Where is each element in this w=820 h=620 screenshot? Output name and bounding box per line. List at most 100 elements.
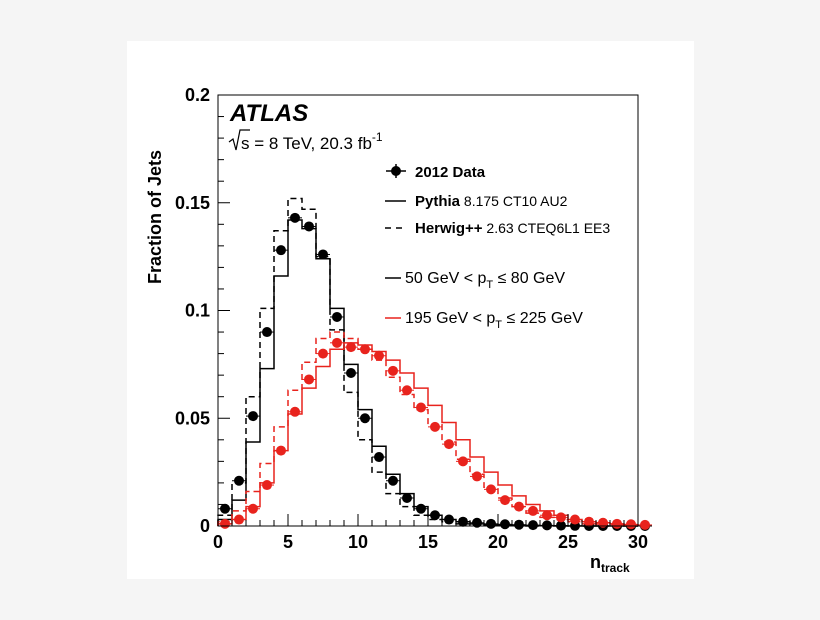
legend-label-data: 2012 Data [415, 164, 486, 181]
data-point [402, 492, 412, 503]
data-point [528, 520, 538, 531]
data-point [486, 518, 496, 529]
data-point [290, 212, 300, 223]
data-point [584, 516, 594, 527]
y-tick-label: 0.1 [185, 301, 210, 321]
legend-label-pythia: Pythia [415, 193, 461, 210]
data-point [262, 327, 272, 338]
data-point [360, 344, 370, 355]
data-point [598, 517, 608, 528]
data-point [332, 337, 342, 348]
x-tick-label: 10 [348, 532, 368, 552]
data-point [444, 514, 454, 525]
legend-label-herwig: Herwig++ [415, 220, 483, 237]
data-point [318, 348, 328, 359]
energy-text: = 8 TeV, 20.3 fb [250, 134, 372, 153]
data-point [234, 475, 244, 486]
data-point [304, 221, 314, 232]
data-point [234, 514, 244, 525]
data-point [220, 518, 230, 529]
data-point [514, 501, 524, 512]
ntrack-histogram: 0 5 10 15 20 25 30 0 0.05 0.1 0.15 0.2 Fraction of … [145, 85, 652, 575]
data-point [416, 402, 426, 413]
data-point [416, 503, 426, 514]
data-point [388, 475, 398, 486]
data-point [388, 365, 398, 376]
energy-symbol: s [241, 134, 250, 153]
data-point [542, 520, 552, 531]
data-point [542, 510, 552, 521]
axes-layer: 0 5 10 15 20 25 30 0 0.05 0.1 0.15 0.2 [175, 85, 648, 552]
legend-entry-pythia: Pythia 8.175 CT10 AU2 [385, 193, 568, 210]
legend-entry-herwig: Herwig++ 2.63 CTEQ6L1 EE3 [385, 220, 610, 237]
y-tick-label: 0.05 [175, 408, 210, 428]
data-point [374, 452, 384, 463]
data-point [318, 249, 328, 260]
energy-superscript: -1 [372, 130, 383, 144]
data-point [514, 519, 524, 530]
data-point [430, 510, 440, 521]
data-point [640, 519, 650, 530]
data-point [444, 439, 454, 450]
x-tick-label: 5 [283, 532, 293, 552]
y-axis-label: Fraction of Jets [145, 150, 165, 284]
svg-text:Herwig++ 2.63 CTEQ6L1 EE3: Herwig++ 2.63 CTEQ6L1 EE3 [415, 220, 610, 237]
legend-marker-dot [391, 166, 401, 176]
data-point [248, 503, 258, 514]
data-point [528, 505, 538, 516]
x-tick-label: 0 [213, 532, 223, 552]
herwig-histogram-high-pt [217, 331, 639, 527]
data-point [248, 411, 258, 422]
svg-text:2012 Data: 2012 Data [415, 164, 486, 181]
x-axis-label-sub: track [601, 561, 630, 575]
legend-label-high-pt: 195 GeV < p [405, 310, 495, 327]
data-point [612, 518, 622, 529]
data-point [304, 374, 314, 385]
points-layer [218, 212, 652, 531]
x-axis-label: ntrack [590, 552, 630, 575]
data-point [472, 517, 482, 528]
data-point [626, 519, 636, 530]
y-tick-label: 0.2 [185, 85, 210, 105]
svg-text:195 GeV < pT ≤ 225 GeV: 195 GeV < pT ≤ 225 GeV [405, 310, 583, 331]
data-point [276, 245, 286, 256]
legend-label-low-pt: 50 GeV < p [405, 270, 486, 287]
data-point [500, 495, 510, 506]
y-tick-label: 0.15 [175, 193, 210, 213]
data-point [430, 421, 440, 432]
sqrt-icon [228, 129, 250, 151]
pythia-histogram-high-pt [217, 342, 639, 526]
data-point [570, 514, 580, 525]
x-axis-label-main: n [590, 552, 601, 572]
x-tick-label: 20 [488, 532, 508, 552]
data-point [276, 445, 286, 456]
svg-text:s = 8 TeV, 20.3 fb-1: s = 8 TeV, 20.3 fb-1 [241, 130, 383, 153]
x-tick-label: 25 [558, 532, 578, 552]
svg-text:50 GeV < pT ≤ 80 GeV: 50 GeV < pT ≤ 80 GeV [405, 270, 565, 291]
pythia-histogram-low-pt [217, 219, 638, 527]
data-point [262, 480, 272, 491]
x-tick-label: 30 [628, 532, 648, 552]
atlas-label: ATLAS [229, 100, 308, 127]
data-point [374, 350, 384, 361]
data-point [472, 471, 482, 482]
data-point [360, 413, 370, 424]
data-point [458, 456, 468, 467]
legend: 2012 Data Pythia 8.175 CT10 AU2 Herwig++… [385, 164, 610, 331]
data-point [402, 385, 412, 396]
legend-entry-low-pt: 50 GeV < pT ≤ 80 GeV [385, 270, 565, 291]
data-point [500, 519, 510, 530]
data-point [556, 512, 566, 523]
data-point [220, 503, 230, 514]
data-point [346, 367, 356, 378]
data-point [458, 516, 468, 527]
y-tick-label: 0 [200, 516, 210, 536]
figure-panel: 0 5 10 15 20 25 30 0 0.05 0.1 0.15 0.2 Fraction of … [127, 41, 694, 579]
data-point [346, 342, 356, 353]
data-point [332, 311, 342, 322]
data-point [486, 484, 496, 495]
data-point [290, 406, 300, 417]
legend-entry-data: 2012 Data [386, 164, 486, 181]
svg-text:Pythia 8.175 CT10 AU2: Pythia 8.175 CT10 AU2 [415, 193, 568, 210]
energy-annotation: s = 8 TeV, 20.3 fb-1 [228, 129, 383, 153]
